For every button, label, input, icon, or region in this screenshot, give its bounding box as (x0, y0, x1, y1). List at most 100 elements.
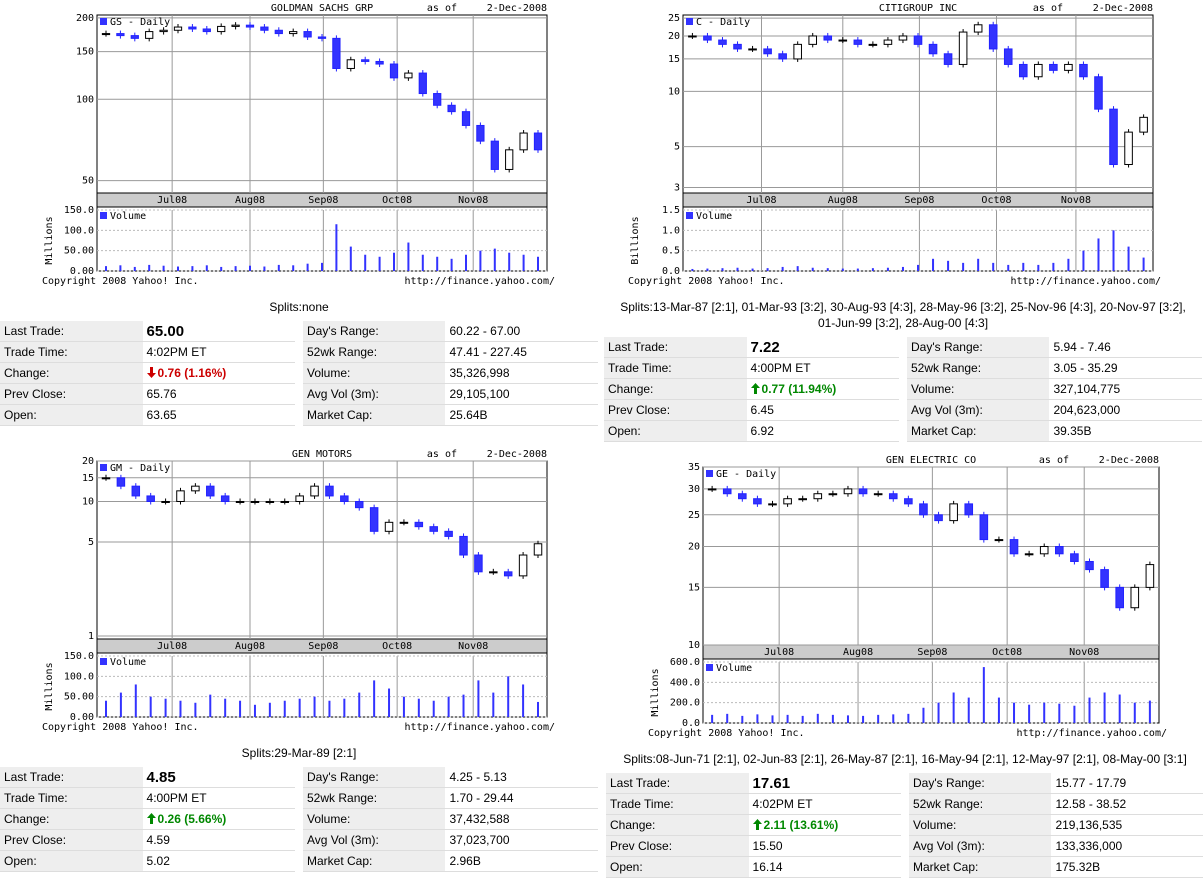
price-tick-label: 15 (688, 582, 700, 593)
volume-bar (1037, 264, 1040, 271)
candle (904, 498, 913, 505)
arrow-shape (146, 367, 156, 378)
chart-title: GEN MOTORS (292, 449, 352, 460)
candle (964, 503, 974, 516)
quote-label: Trade Time: (0, 341, 143, 363)
candle (476, 124, 485, 142)
price-tick-label: 30 (688, 484, 700, 495)
quote-value: 4.59 (142, 829, 295, 851)
quote-value: 4:00PM ET (746, 357, 899, 379)
volume-bar (105, 266, 107, 271)
price-frame (96, 14, 548, 194)
candle (317, 36, 327, 39)
candle (250, 500, 260, 503)
candle (1064, 63, 1073, 71)
volume-tick-label: 1.0 (662, 225, 680, 236)
quote-table: Day's Range: 60.22 - 67.00 52wk Range: 47.4… (303, 321, 598, 426)
price-frame (702, 466, 1160, 646)
quote-label: Change: (604, 378, 747, 400)
volume-bar (741, 715, 744, 723)
price-tick-label: 20 (82, 456, 94, 467)
quote-label: Prev Close: (0, 829, 143, 851)
quote-value: 327,104,775 (1049, 378, 1202, 400)
price-tick-label: 5 (674, 142, 680, 153)
quote-row: Trade Time: 4:00PM ET (0, 787, 295, 809)
candle (176, 490, 185, 502)
quote-text: 4.25 - 5.13 (449, 770, 507, 784)
candle (778, 53, 787, 60)
quote-value: 29,105,100 (445, 383, 598, 405)
quote-table: Day's Range: 4.25 - 5.13 52wk Range: 1.70 -… (303, 767, 598, 872)
candle (813, 493, 823, 500)
candle (116, 33, 125, 37)
quote-text: 60.22 - 67.00 (449, 324, 521, 338)
quote-panel: GOLDMAN SACHS GRP as of 2-Dec-2008 Jul08 Aug… (0, 0, 598, 444)
volume-bar (407, 242, 410, 271)
candle (231, 24, 240, 27)
price-frame (96, 460, 548, 640)
quote-text: 4.59 (146, 833, 170, 847)
candle (459, 535, 468, 556)
candle (289, 31, 298, 35)
quote-value: 5.94 - 7.46 (1049, 337, 1202, 358)
arrow-shape (750, 383, 760, 394)
quote-value: 63.65 (142, 404, 295, 426)
candle (808, 35, 818, 45)
month-label: Sep08 (308, 641, 338, 652)
quote-row: Prev Close: 4.59 (0, 829, 295, 851)
volume-bar (306, 263, 309, 271)
copyright: Copyright 2008 Yahoo! Inc. (628, 276, 785, 287)
volume-bar (393, 252, 395, 271)
volume-bar (436, 256, 439, 271)
quote-label: Day's Range: (907, 337, 1050, 358)
candle (429, 526, 438, 532)
quote-text: 6.92 (750, 424, 774, 438)
candle (399, 521, 409, 524)
volume-bar (1058, 703, 1061, 723)
chart-title: CITIGROUP INC (879, 3, 957, 14)
candle (206, 485, 215, 497)
quote-value: 35,326,998 (445, 362, 598, 384)
legend-swatch (100, 212, 107, 219)
stock-chart: GOLDMAN SACHS GRP as of 2-Dec-2008 Jul08 Aug… (42, 3, 555, 287)
month-label: Aug08 (843, 647, 873, 658)
volume-tick-label: 50.00 (64, 692, 94, 703)
source-url: http://finance.yahoo.com/ (404, 276, 555, 287)
legend-swatch (706, 470, 713, 477)
quote-label: Last Trade: (606, 773, 749, 794)
price-tick-label: 25 (668, 13, 680, 24)
price-tick-label: 1 (88, 631, 94, 642)
quote-label: 52wk Range: (909, 793, 1052, 815)
month-label: Oct08 (382, 195, 412, 206)
candle (518, 554, 528, 577)
volume-bar (1007, 264, 1010, 271)
volume-bar (507, 676, 510, 717)
candle (191, 485, 200, 492)
month-label: Jul08 (157, 641, 187, 652)
candle (1049, 63, 1058, 71)
quote-panel: GEN MOTORS as of 2-Dec-2008 Jul08 Aug08 Sep08… (0, 446, 598, 890)
quote-row: Day's Range: 5.94 - 7.46 (907, 337, 1202, 358)
month-label: Nov08 (1061, 195, 1091, 206)
quote-label: Prev Close: (606, 835, 749, 857)
volume-bar (937, 702, 940, 723)
candle (220, 495, 230, 502)
quote-label: Avg Vol (3m): (303, 829, 446, 851)
price-tick-label: 10 (668, 86, 680, 97)
volume-axis-label: Millions (44, 216, 55, 264)
volume-bar (816, 713, 819, 723)
copyright: Copyright 2008 Yahoo! Inc. (42, 276, 199, 287)
price-tick-label: 50 (82, 176, 94, 187)
volume-bar (462, 694, 465, 717)
volume-bar (522, 684, 525, 717)
price-legend: C - Daily (696, 17, 750, 28)
quote-row: Day's Range: 15.77 - 17.79 (909, 773, 1203, 794)
volume-bar (756, 714, 759, 723)
candle (1115, 586, 1124, 609)
candle (173, 26, 183, 31)
quote-text: 16.14 (752, 860, 783, 874)
candle (1034, 63, 1043, 78)
quote-label: Change: (0, 362, 143, 384)
volume-bar (402, 696, 405, 717)
